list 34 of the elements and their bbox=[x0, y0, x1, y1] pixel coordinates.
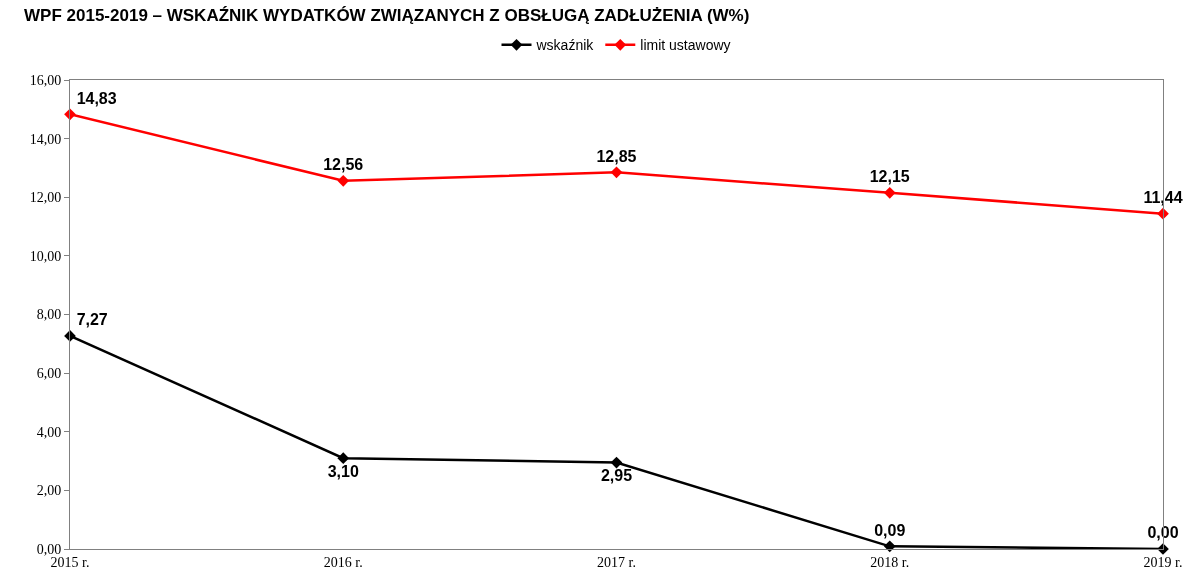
data-label: 3,10 bbox=[327, 462, 359, 480]
y-tick-label: 10,00 bbox=[29, 248, 62, 264]
legend-label: limit ustawowy bbox=[640, 37, 731, 54]
y-tick-label: 12,00 bbox=[29, 190, 62, 206]
point bbox=[64, 108, 76, 121]
x-tick-label: 2018 r. bbox=[870, 554, 910, 570]
point bbox=[610, 456, 623, 469]
data-label: 14,83 bbox=[76, 89, 117, 107]
point bbox=[337, 452, 350, 464]
y-tick-label: 4,00 bbox=[36, 424, 62, 440]
x-tick-label: 2016 r. bbox=[323, 554, 363, 570]
point bbox=[883, 187, 896, 199]
x-tick-label: 2015 r. bbox=[50, 554, 90, 570]
data-label: 12,85 bbox=[596, 147, 637, 165]
data-label: 0,09 bbox=[874, 521, 906, 539]
data-label: 12,56 bbox=[323, 156, 364, 174]
data-label: 11,44 bbox=[1143, 189, 1183, 207]
x-tick-label: 2019 r. bbox=[1143, 554, 1183, 570]
y-tick-label: 8,00 bbox=[36, 307, 62, 323]
y-tick-label: 16,00 bbox=[29, 72, 62, 88]
data-label: 7,27 bbox=[76, 311, 108, 329]
point bbox=[610, 166, 623, 179]
chart-title: WPF 2015-2019 – WSKAŹNIK WYDATKÓW ZWIĄZANYCH Z OBSŁUGĄ ZADŁUŻENIA (W%) bbox=[24, 5, 750, 25]
point bbox=[883, 540, 896, 553]
legend-label: wskaźnik bbox=[535, 37, 595, 54]
y-tick-label: 0,00 bbox=[36, 541, 62, 557]
point bbox=[1157, 207, 1169, 220]
point bbox=[337, 174, 350, 187]
data-label: 2,95 bbox=[600, 467, 633, 485]
y-tick-label: 14,00 bbox=[29, 131, 62, 147]
y-tick-label: 2,00 bbox=[36, 483, 62, 499]
data-label: 12,15 bbox=[869, 168, 910, 186]
y-tick-label: 6,00 bbox=[36, 366, 62, 382]
x-tick-label: 2017 r. bbox=[597, 554, 636, 570]
